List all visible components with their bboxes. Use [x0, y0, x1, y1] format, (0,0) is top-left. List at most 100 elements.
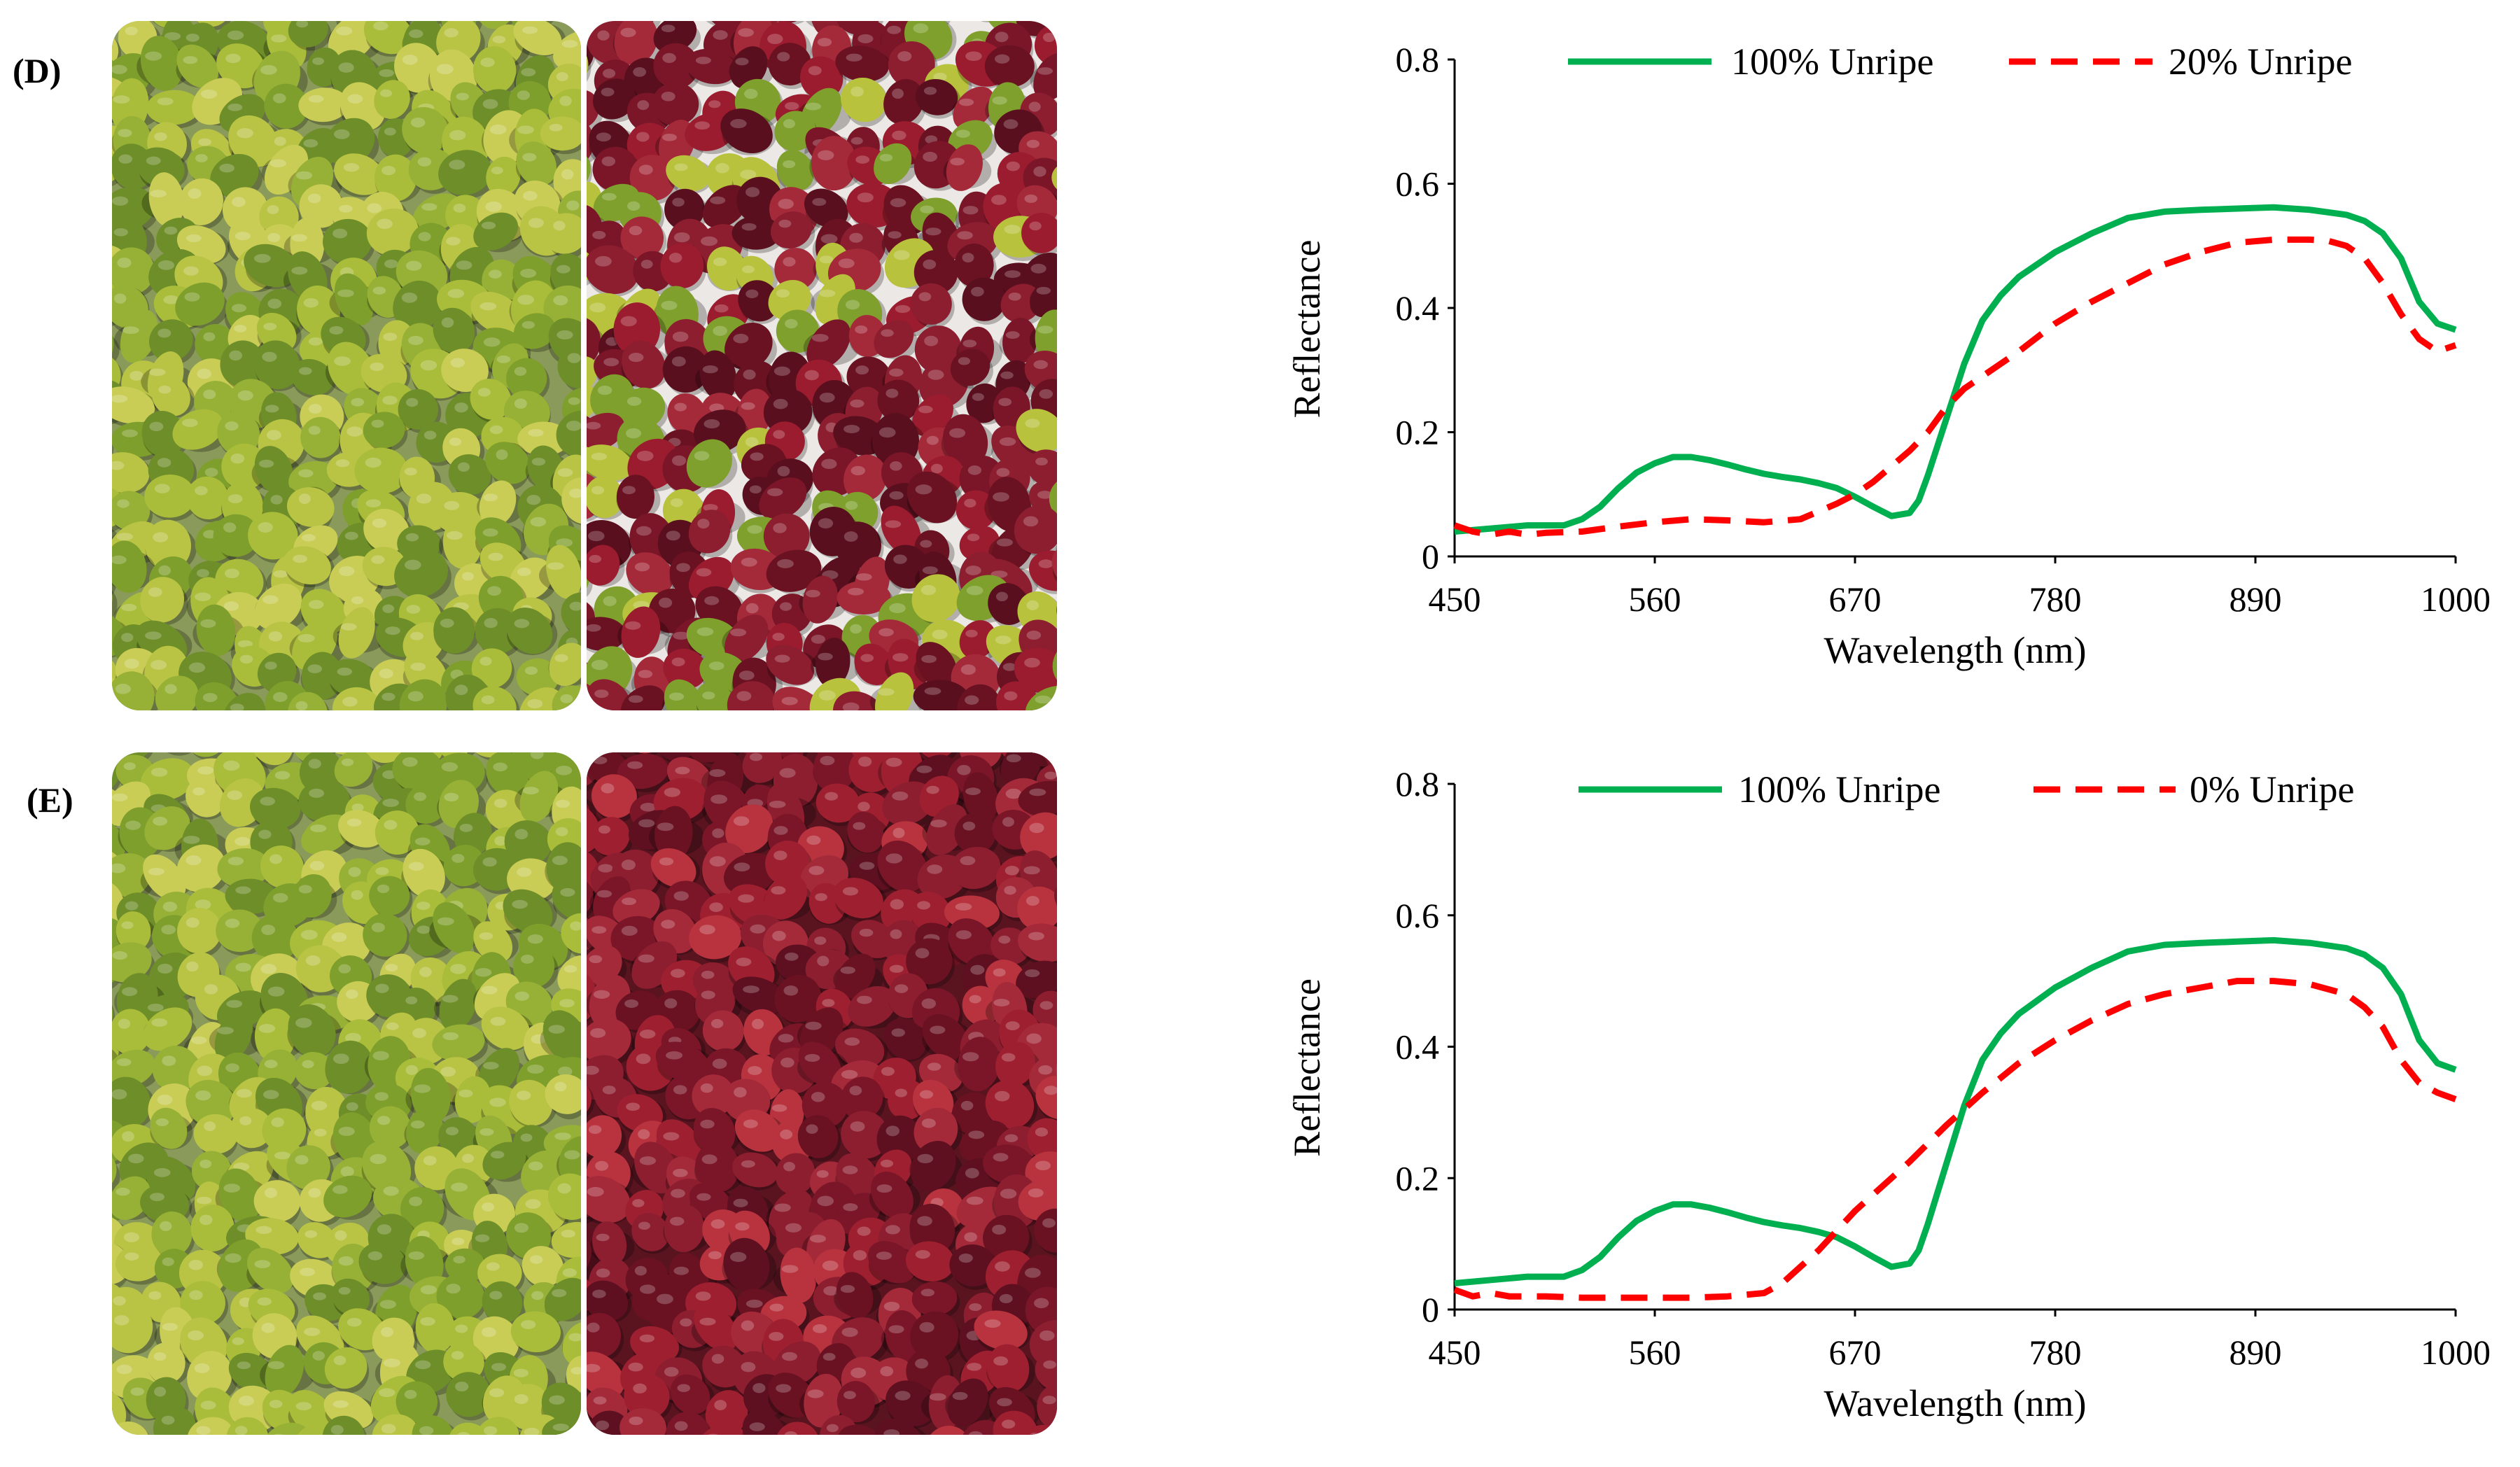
cherry — [587, 1115, 626, 1160]
cherry — [693, 1108, 741, 1155]
y-axis-title: Reflectance — [1286, 978, 1328, 1157]
cherry — [835, 45, 892, 85]
cherry — [482, 1281, 526, 1326]
cherry — [547, 1173, 581, 1224]
cherry — [323, 218, 375, 267]
cherry — [587, 444, 636, 484]
cherry — [1021, 212, 1057, 257]
cherry — [694, 1141, 746, 1193]
cherry — [854, 643, 899, 687]
cherry — [886, 1380, 939, 1429]
cherry — [834, 1272, 881, 1319]
cherry — [617, 753, 671, 792]
cherry — [954, 813, 999, 857]
cherry — [1016, 960, 1057, 1001]
cherry — [324, 1347, 370, 1394]
cherry — [429, 902, 485, 954]
cherry — [400, 1235, 454, 1289]
cherry — [686, 439, 738, 489]
cherry — [561, 913, 581, 958]
cherry — [696, 1423, 746, 1435]
cherry — [662, 346, 712, 396]
x-tick-label: 890 — [2230, 580, 2282, 619]
cherry — [226, 1417, 270, 1435]
cherry — [187, 1417, 236, 1435]
cherry — [803, 319, 860, 370]
cherry — [513, 21, 566, 57]
cherry — [293, 525, 342, 564]
cherry — [766, 645, 819, 687]
legend-label: 20% Unripe — [2169, 41, 2352, 83]
cherry — [724, 323, 777, 372]
legend-label: 100% Unripe — [1738, 768, 1940, 810]
cherry — [941, 414, 995, 468]
x-axis-title: Wavelength (nm) — [1823, 629, 2086, 671]
cherry — [883, 1018, 931, 1062]
cherry — [328, 659, 380, 701]
cherry — [322, 1415, 367, 1435]
cherry — [473, 45, 522, 95]
series-line-100-unripe — [1454, 936, 2457, 1286]
cherry — [689, 915, 745, 963]
cherry — [906, 471, 963, 524]
cherry — [404, 1107, 451, 1154]
cherry — [833, 691, 888, 710]
cherry — [290, 359, 337, 398]
cherry — [759, 477, 812, 521]
cherry — [144, 475, 199, 521]
cherry — [1029, 276, 1057, 318]
cherry — [175, 282, 229, 329]
cherry — [722, 1237, 777, 1292]
cherry — [223, 692, 269, 710]
cherry — [143, 1007, 197, 1052]
cherry — [688, 510, 733, 558]
cherry — [587, 617, 629, 654]
cherry — [1017, 886, 1057, 934]
cherry — [910, 283, 955, 328]
x-tick-label: 560 — [1629, 1333, 1681, 1372]
y-tick-label: 0 — [1422, 1290, 1439, 1329]
cherry — [516, 141, 563, 187]
cherry — [612, 21, 665, 66]
cherry — [945, 1378, 996, 1426]
cherry — [666, 155, 713, 195]
cherry — [551, 1221, 581, 1261]
series-line-100-unripe — [1454, 204, 2457, 535]
cherry — [954, 243, 997, 291]
cherry — [172, 409, 227, 452]
cherry — [545, 1277, 581, 1321]
cherry — [190, 1205, 237, 1256]
cherry — [962, 277, 1009, 325]
cherry — [974, 1310, 1031, 1353]
cherry — [543, 213, 581, 260]
cherry — [620, 1408, 669, 1435]
cherry — [193, 1114, 239, 1160]
cherry — [363, 21, 416, 57]
x-tick-label: 1000 — [2421, 580, 2491, 619]
cherry — [433, 607, 480, 655]
cherry — [1030, 53, 1057, 101]
cherry — [192, 604, 245, 657]
cherry — [915, 78, 961, 119]
cherry — [562, 1321, 581, 1366]
cherry — [472, 686, 520, 710]
cherry — [557, 344, 581, 393]
cherry — [293, 1425, 332, 1435]
cherry — [398, 389, 442, 433]
cherry — [874, 1418, 926, 1435]
cherry — [1016, 409, 1057, 456]
cherry — [486, 156, 526, 197]
cherry — [631, 1212, 673, 1254]
cherry — [587, 1077, 595, 1119]
cherry — [587, 41, 592, 88]
cherry — [552, 878, 581, 922]
cherry — [587, 1018, 635, 1067]
cherry — [556, 410, 581, 461]
y-tick-label: 0.6 — [1396, 164, 1440, 204]
cherry — [732, 1152, 782, 1191]
cherry — [434, 978, 489, 1031]
cherry — [1035, 1352, 1057, 1394]
cherry — [906, 938, 955, 988]
